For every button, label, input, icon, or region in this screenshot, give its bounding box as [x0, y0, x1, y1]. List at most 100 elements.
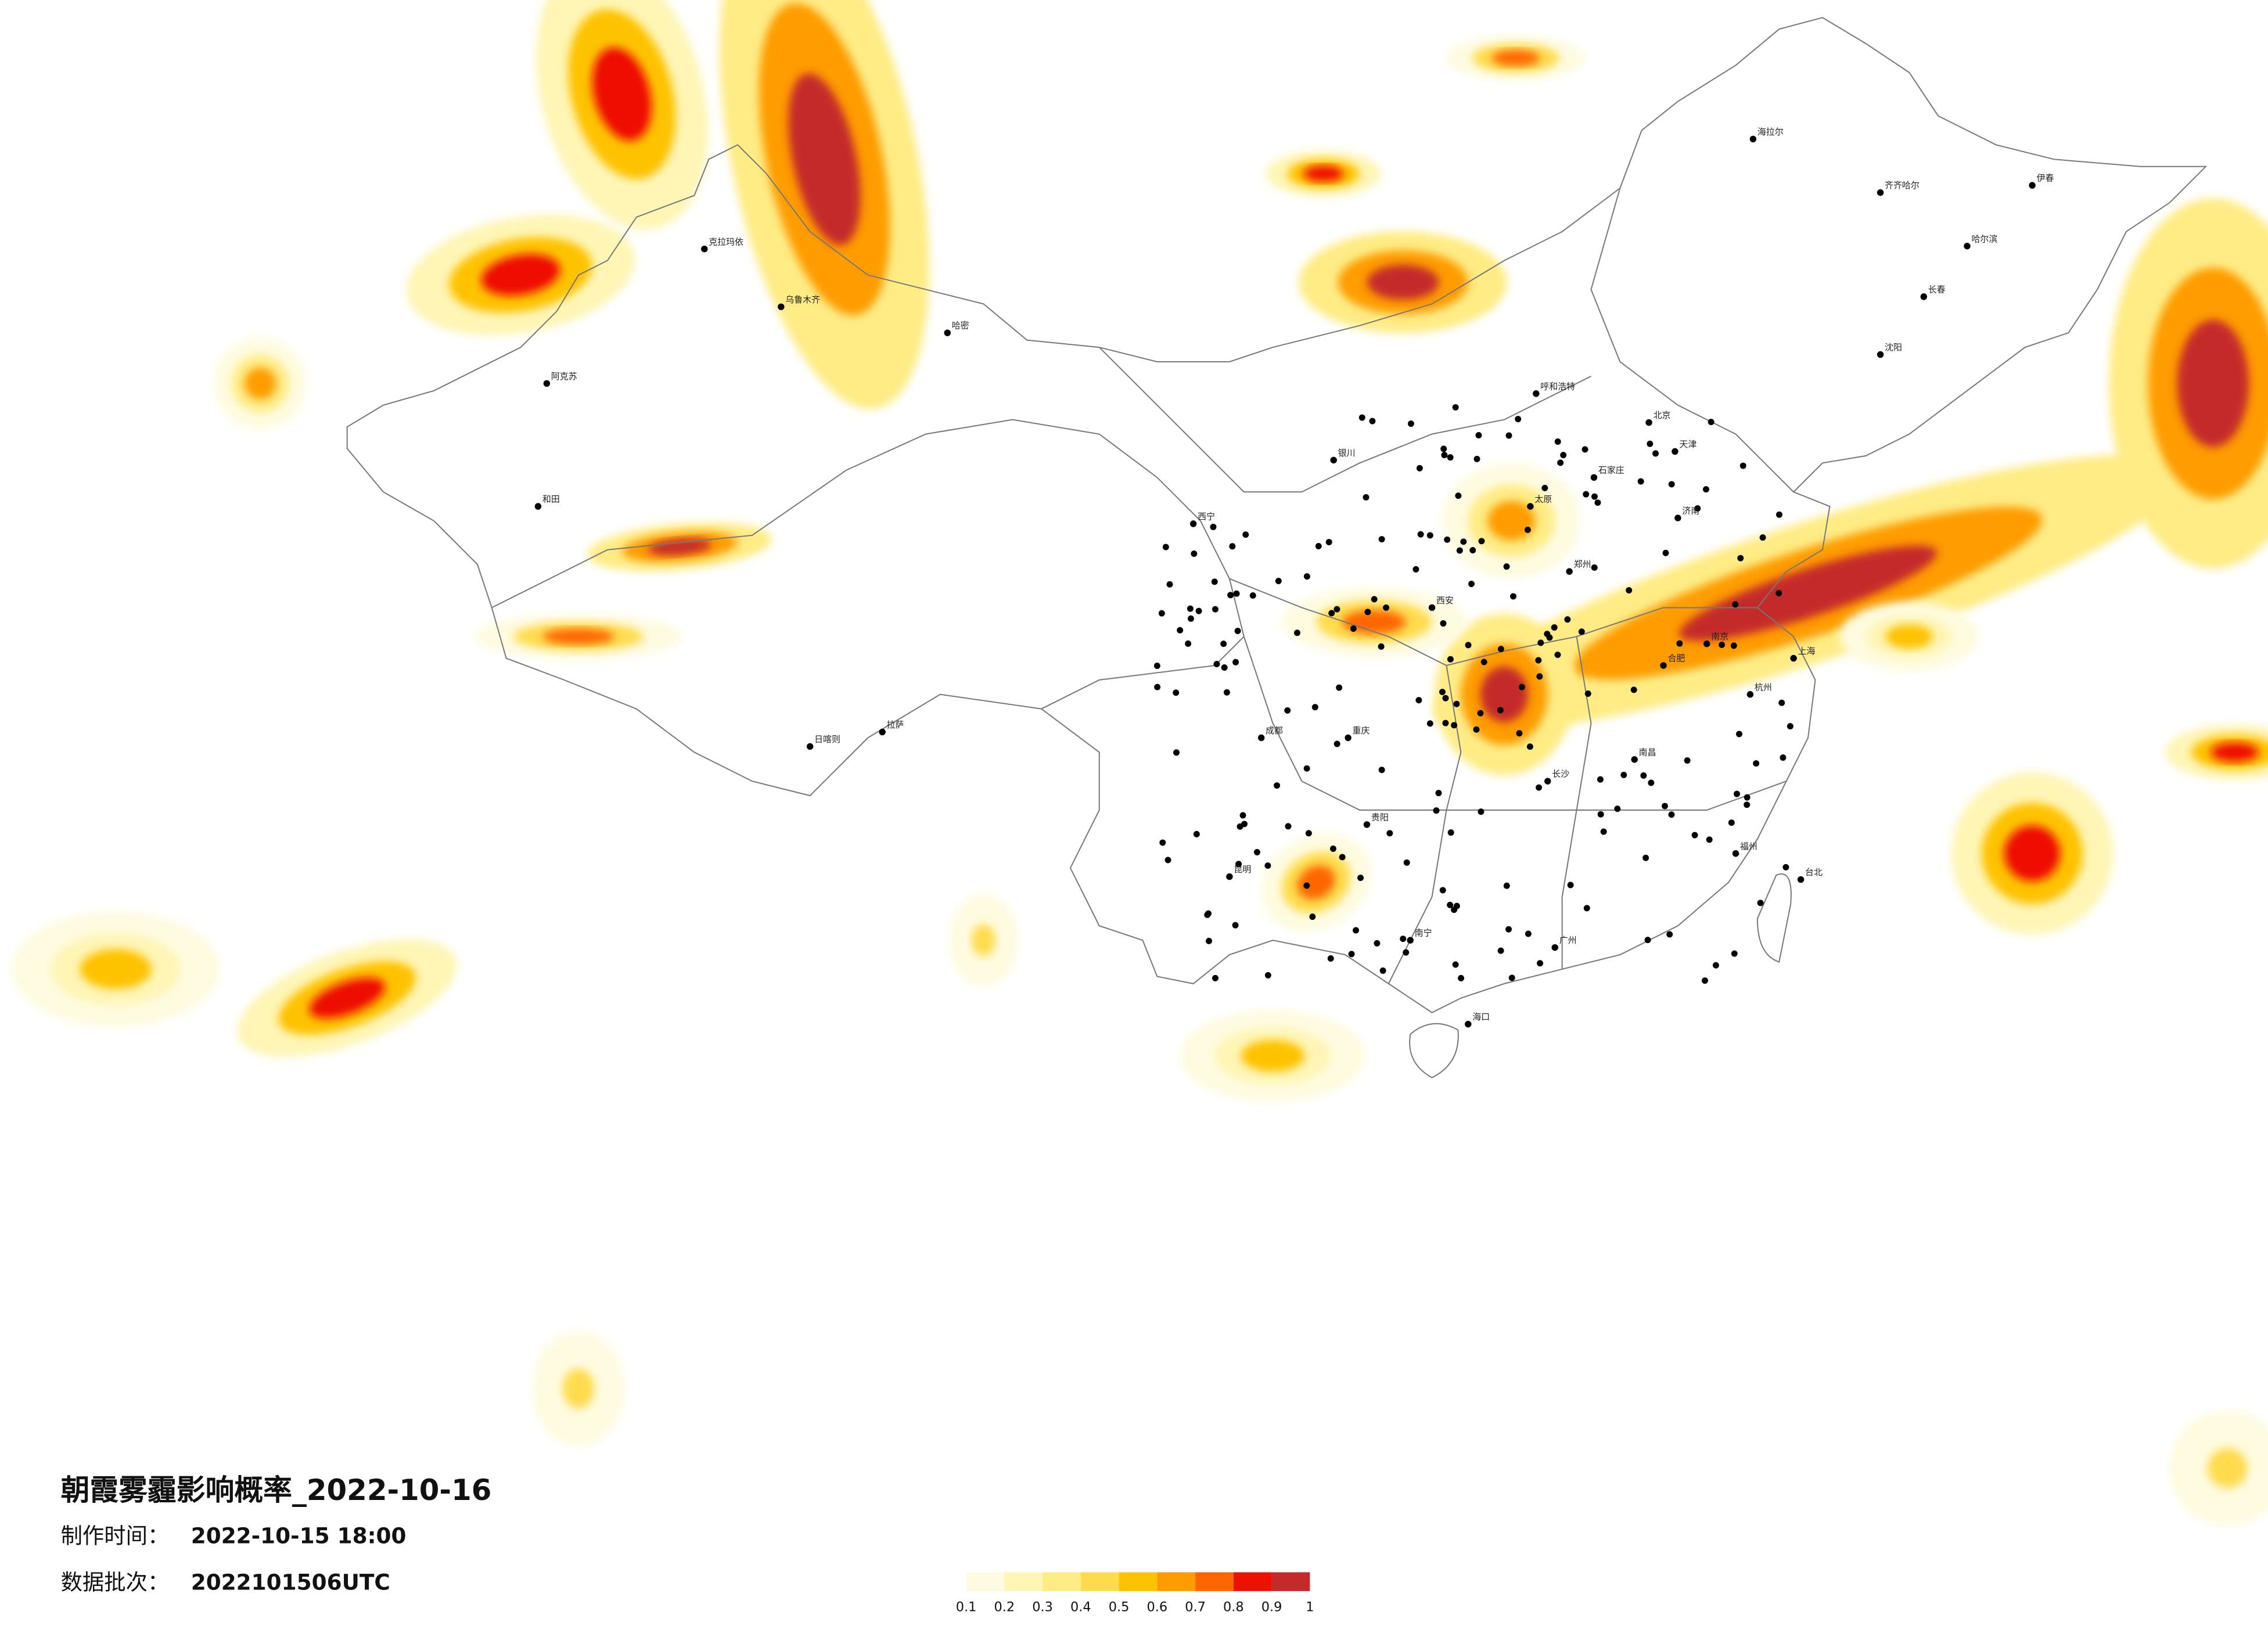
- city-dot: [1191, 550, 1198, 557]
- city-dot: [1212, 974, 1219, 981]
- batch-value: 2022101506UTC: [191, 1569, 390, 1595]
- city-dot: [1285, 823, 1292, 830]
- city-label: 和田: [542, 494, 560, 505]
- city-dot: [1412, 566, 1419, 573]
- city-dot: [1759, 534, 1766, 541]
- city-label: 成都: [1266, 725, 1283, 736]
- city-dot: [1257, 734, 1265, 742]
- city-dot: [1447, 454, 1454, 461]
- city-dot: [1426, 532, 1433, 539]
- city-dot: [1329, 846, 1336, 852]
- city-dot: [1662, 803, 1668, 810]
- city-dot: [1223, 689, 1230, 696]
- city-label: 长春: [1928, 284, 1946, 294]
- haze-area: [1491, 50, 1540, 66]
- city-dot: [1541, 484, 1548, 491]
- city-label: 长沙: [1552, 769, 1569, 779]
- city-dot: [1206, 937, 1212, 944]
- haze-area: [788, 73, 861, 246]
- city-dot: [1536, 784, 1543, 791]
- city-dot: [534, 503, 542, 510]
- legend-swatch: [1080, 1572, 1119, 1591]
- city-dot: [1734, 790, 1740, 797]
- haze-area: [971, 924, 996, 956]
- city-dot: [1315, 543, 1322, 549]
- city-dot: [1330, 456, 1337, 464]
- city-dot: [1465, 642, 1472, 649]
- city-dot: [1964, 243, 1971, 250]
- city-dot: [1416, 465, 1423, 472]
- city-dot: [2029, 182, 2036, 189]
- city-dot: [1456, 547, 1463, 554]
- city-dot: [1440, 445, 1447, 452]
- haze-area: [481, 254, 560, 296]
- city-dot: [1674, 515, 1681, 521]
- city-dot: [1162, 544, 1169, 551]
- city-dot: [1189, 520, 1197, 527]
- city-label: 郑州: [1574, 559, 1591, 570]
- city-dot: [1737, 555, 1744, 562]
- city-dot: [1877, 351, 1884, 358]
- legend-label: 1: [1306, 1600, 1314, 1615]
- city-dot: [1187, 615, 1194, 622]
- city-dot: [1732, 850, 1739, 857]
- city-dot: [1159, 839, 1166, 846]
- city-dot: [1334, 606, 1340, 613]
- city-dot: [1497, 947, 1504, 954]
- city-dot: [1447, 829, 1454, 836]
- city-dot: [1597, 811, 1604, 818]
- city-label: 海拉尔: [1757, 127, 1784, 137]
- city-dot: [1706, 836, 1713, 843]
- city-dot: [1264, 862, 1271, 869]
- city-dot: [1525, 930, 1532, 937]
- city-dot: [1407, 420, 1414, 427]
- city-dot: [1776, 511, 1782, 518]
- legend-label: 0.9: [1261, 1600, 1282, 1615]
- city-label: 合肥: [1667, 653, 1685, 664]
- city-dot: [1473, 726, 1480, 733]
- city-dot: [1221, 664, 1228, 671]
- city-dot: [1478, 538, 1485, 545]
- city-dot: [1242, 531, 1249, 538]
- city-dot: [1473, 455, 1480, 462]
- city-label: 济南: [1682, 505, 1699, 516]
- city-dot: [1403, 949, 1410, 956]
- city-label: 昆明: [1234, 864, 1251, 875]
- city-dot: [1645, 419, 1652, 426]
- city-dot: [1877, 189, 1884, 196]
- haze-area: [2208, 1448, 2248, 1488]
- city-dot: [1583, 905, 1590, 912]
- city-dot: [1379, 967, 1386, 974]
- city-dot: [1309, 913, 1316, 920]
- city-dot: [1453, 700, 1460, 707]
- city-dot: [806, 743, 814, 750]
- haze-area: [1885, 624, 1933, 649]
- city-label: 重庆: [1353, 725, 1370, 736]
- city-dot: [1458, 974, 1465, 981]
- city-dot: [1516, 730, 1523, 737]
- haze-area: [1342, 610, 1406, 634]
- city-label: 银川: [1338, 448, 1356, 458]
- city-dot: [1253, 849, 1260, 855]
- city-dot: [1600, 828, 1607, 835]
- city-dot: [1557, 459, 1564, 466]
- city-dot: [1712, 962, 1719, 969]
- haze-area: [80, 949, 152, 990]
- city-dot: [1544, 778, 1551, 785]
- haze-area: [1241, 1039, 1305, 1072]
- legend-swatch: [1004, 1572, 1043, 1591]
- city-dot: [1241, 821, 1248, 828]
- city-dot: [1233, 590, 1240, 597]
- city-dot: [1647, 440, 1654, 447]
- city-dot: [1630, 686, 1637, 693]
- city-dot: [1524, 526, 1531, 533]
- city-dots: [534, 135, 2036, 1028]
- city-dot: [1210, 523, 1217, 530]
- city-dot: [1407, 937, 1414, 944]
- city-dot: [1212, 606, 1219, 613]
- city-label: 沈阳: [1885, 342, 1902, 352]
- city-dot: [1757, 900, 1764, 906]
